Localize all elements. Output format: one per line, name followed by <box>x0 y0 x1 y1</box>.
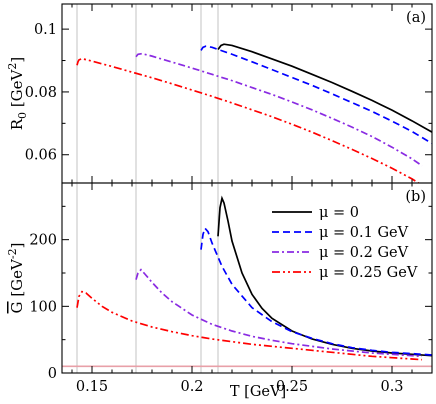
plot-frame-a <box>61 3 433 184</box>
x-tick-label: 0.3 <box>380 379 403 395</box>
legend-label: μ = 0 <box>319 205 359 221</box>
legend-label: μ = 0.1 GeV <box>319 225 409 241</box>
y-tick-label: 200 <box>29 233 57 249</box>
series-line-b-3 <box>76 290 423 361</box>
x-tick-label: 0.2 <box>180 379 203 395</box>
series-line-a-3 <box>76 57 421 183</box>
series-line-b-2 <box>135 268 423 358</box>
x-tick-label: 0.15 <box>76 379 108 395</box>
y-tick-label: 0 <box>48 366 57 382</box>
plot-frame-b <box>61 182 433 374</box>
panel-label-a: (a) <box>406 10 426 26</box>
panel-a: 0.06 0.08 0.1 (a) R0 [GeV2] <box>6 3 433 184</box>
panel-label-b: (b) <box>405 189 426 205</box>
x-tick-label: 0.25 <box>276 379 308 395</box>
series-line-a-1 <box>200 45 432 145</box>
legend-label: μ = 0.25 GeV <box>319 265 418 281</box>
y-axis-label-b: G [GeV-2] <box>6 243 26 314</box>
series-line-a-0 <box>217 43 432 133</box>
y-tick-label: 0.1 <box>34 22 57 38</box>
panel-b: 0.15 0.2 0.25 0.3 0 100 200 (b) G [GeV-2] μ = 0 μ … <box>6 182 433 395</box>
series-line-a-2 <box>135 52 423 167</box>
y-axis-label-a: R0 [GeV2] <box>6 57 29 130</box>
y-tick-label: 0.06 <box>25 148 57 164</box>
y-tick-label: 100 <box>29 299 57 315</box>
x-axis-label: T [GeV] <box>230 384 286 400</box>
y-tick-label: 0.08 <box>25 85 57 101</box>
legend-label: μ = 0.2 GeV <box>319 245 409 261</box>
series-line-b-1 <box>200 226 432 356</box>
